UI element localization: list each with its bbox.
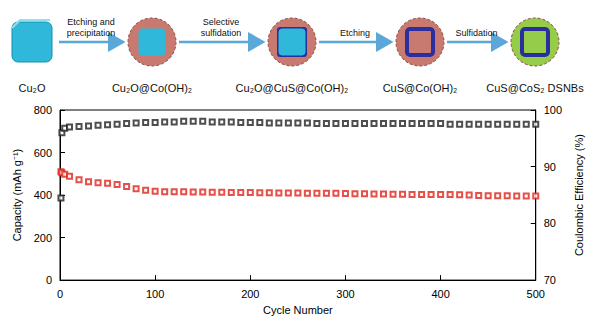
svg-text:90: 90 <box>544 161 556 173</box>
svg-text:100: 100 <box>146 288 164 300</box>
svg-text:70: 70 <box>544 274 556 286</box>
svg-text:200: 200 <box>34 232 52 244</box>
svg-text:500: 500 <box>527 288 545 300</box>
svg-text:0: 0 <box>57 288 63 300</box>
svg-text:Capacity (mAh g⁻¹): Capacity (mAh g⁻¹) <box>11 149 23 242</box>
svg-text:precipitation: precipitation <box>67 28 116 38</box>
svg-text:Sulfidation: Sulfidation <box>455 28 497 38</box>
svg-text:600: 600 <box>34 147 52 159</box>
svg-text:Coulombic Efficiency (%): Coulombic Efficiency (%) <box>573 134 585 256</box>
svg-text:Cu₂O: Cu₂O <box>19 82 46 94</box>
svg-text:Cu₂O@Co(OH)₂: Cu₂O@Co(OH)₂ <box>112 82 192 94</box>
svg-text:sulfidation: sulfidation <box>201 28 242 38</box>
svg-text:Selective: Selective <box>203 17 240 27</box>
svg-text:400: 400 <box>34 189 52 201</box>
svg-text:Etching and: Etching and <box>67 17 115 27</box>
svg-text:400: 400 <box>431 288 449 300</box>
svg-text:Cu₂O@CuS@Co(OH)₂: Cu₂O@CuS@Co(OH)₂ <box>236 82 349 94</box>
svg-text:800: 800 <box>34 104 52 116</box>
svg-text:0: 0 <box>46 274 52 286</box>
svg-text:CuS@Co(OH)₂: CuS@Co(OH)₂ <box>383 82 458 94</box>
svg-text:Cycle Number: Cycle Number <box>263 304 333 316</box>
svg-text:80: 80 <box>544 217 556 229</box>
svg-text:100: 100 <box>544 104 562 116</box>
svg-text:200: 200 <box>241 288 259 300</box>
svg-text:300: 300 <box>336 288 354 300</box>
svg-text:Etching: Etching <box>340 28 370 38</box>
svg-text:CuS@CoS₂ DSNBs: CuS@CoS₂ DSNBs <box>486 82 584 94</box>
